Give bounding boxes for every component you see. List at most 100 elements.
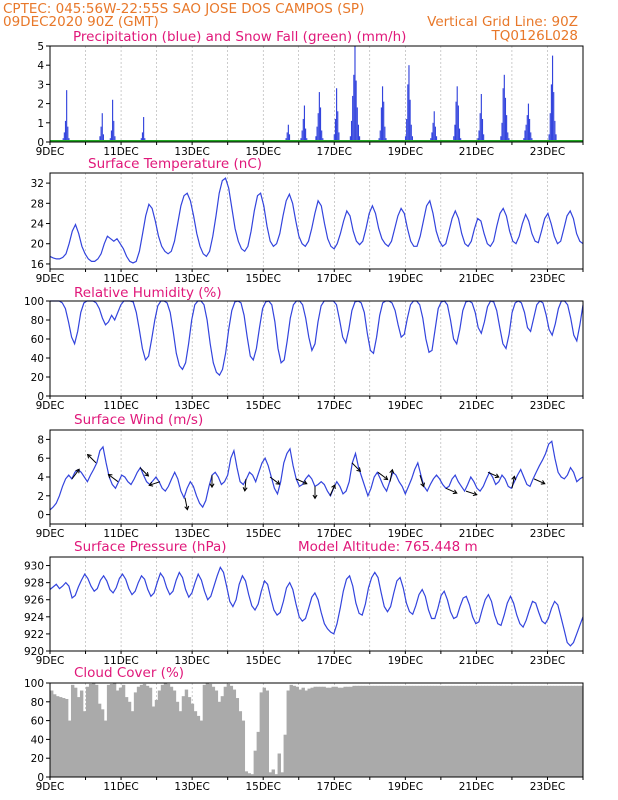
cloud-bar [544,685,548,777]
cloud-xtick-label: 19DEC [388,781,423,793]
cloud-bar [388,685,392,777]
cloud-bar [265,690,269,777]
cloud-bar [571,685,575,777]
precip-bar [453,136,455,142]
temperature-xtick-label: 15DEC [245,273,280,285]
cloud-bar [268,772,272,777]
wind-arrowhead [148,481,154,487]
wind-arrow [139,467,149,477]
wind-arrowhead [331,484,336,490]
cloud-bar [499,685,503,777]
precip-bar [100,126,102,142]
precip-bar [527,103,530,142]
precip-bar [349,136,351,142]
cloud-bar [415,685,419,777]
precip-bar [316,126,318,142]
cloud-bar [160,684,165,777]
precip-bar [409,99,411,142]
wind-arrow [71,468,80,480]
cloud-bar [385,685,389,777]
cloud-bar [355,685,359,777]
cloud-bar [262,687,266,777]
cloud-bar [259,692,264,777]
precip-bar [548,134,550,142]
precip-bar [333,134,335,142]
station-header: CPTEC: 045:56W-22:55S SAO JOSE DOS CAMPO… [3,1,364,17]
cloud-bar [154,699,159,777]
precip-bar [380,107,382,142]
humidity-series-line [50,300,584,377]
cloud-bar [136,686,141,777]
precip-bar [288,134,291,142]
cloud-bar [50,690,54,777]
humidity-xtick-label: 13DEC [174,400,209,412]
precip-bar [302,118,304,142]
pressure-frame [49,556,584,652]
precip-bar [506,115,508,142]
precip-bar [483,134,485,142]
precip-bar [383,101,385,142]
wind-arrowhead [472,491,478,497]
wind-arrow [511,476,515,489]
precip-bar [352,95,354,142]
cloud-bar [364,685,368,777]
precip-xtick-label: 9DEC [36,146,65,158]
cloud-xtick-label: 17DEC [317,781,352,793]
precip-ytick-label: 4 [37,60,44,72]
cloud-bar [319,686,323,777]
precip-bar [478,130,480,142]
humidity-ytick-label: 80 [31,315,44,327]
cloud-bar [475,685,479,777]
precip-bar [411,136,413,142]
cloud-bar [334,686,338,777]
cloud-bar [454,685,458,777]
cloud-bar [532,685,536,777]
cloud-bar [349,686,353,777]
wind-arrow [465,490,477,496]
humidity-xtick-label: 23DEC [530,400,565,412]
humidity-ytick-label: 100 [24,296,44,308]
humidity-ytick-label: 0 [37,391,44,403]
cloud-bar [91,683,96,777]
precip-bar [435,136,438,142]
cloud-bar [271,769,275,777]
cloud-bar [418,685,422,777]
cloud-bar [229,685,234,777]
cloud-bar [223,686,228,777]
cloud-bar [304,690,308,777]
wind-arrow [419,474,425,487]
cloud-bar [103,720,108,777]
cloud-bar [142,683,147,777]
wind-arrow [351,462,361,472]
cloud-bar [322,686,326,777]
cloud-bar [67,720,72,777]
precip-bar [431,132,433,142]
cloud-bar [181,696,186,777]
precip-bar [410,124,412,142]
wind-arrowhead [302,480,308,485]
cloud-bar [337,687,341,777]
wind-arrow [295,478,308,485]
precip-bar [336,88,338,142]
humidity-xtick-label: 21DEC [459,400,494,412]
cloud-bar [112,683,117,777]
cloud-bar [157,690,162,777]
temperature-ytick-label: 20 [31,239,44,251]
precip-xtick-label: 19DEC [388,146,423,158]
cloud-bar [529,685,533,777]
pressure-ytick-label: 930 [24,561,44,573]
cloud-bar [397,685,401,777]
temperature-ytick-label: 16 [31,259,45,271]
cloud-bar [439,685,443,777]
temperature-ytick-label: 28 [31,198,44,210]
precip-bar [357,124,360,142]
cloud-bar [70,684,75,777]
cloud-bar [391,685,395,777]
cloud-bar [55,696,60,777]
precip-bar [454,124,456,142]
humidity-xtick-label: 9DEC [36,400,65,412]
cloud-bar [496,685,500,777]
run-date: 09DEC2020 90Z (GMT) [3,14,159,30]
cloud-bar [541,685,545,777]
precip-bar [287,124,289,142]
